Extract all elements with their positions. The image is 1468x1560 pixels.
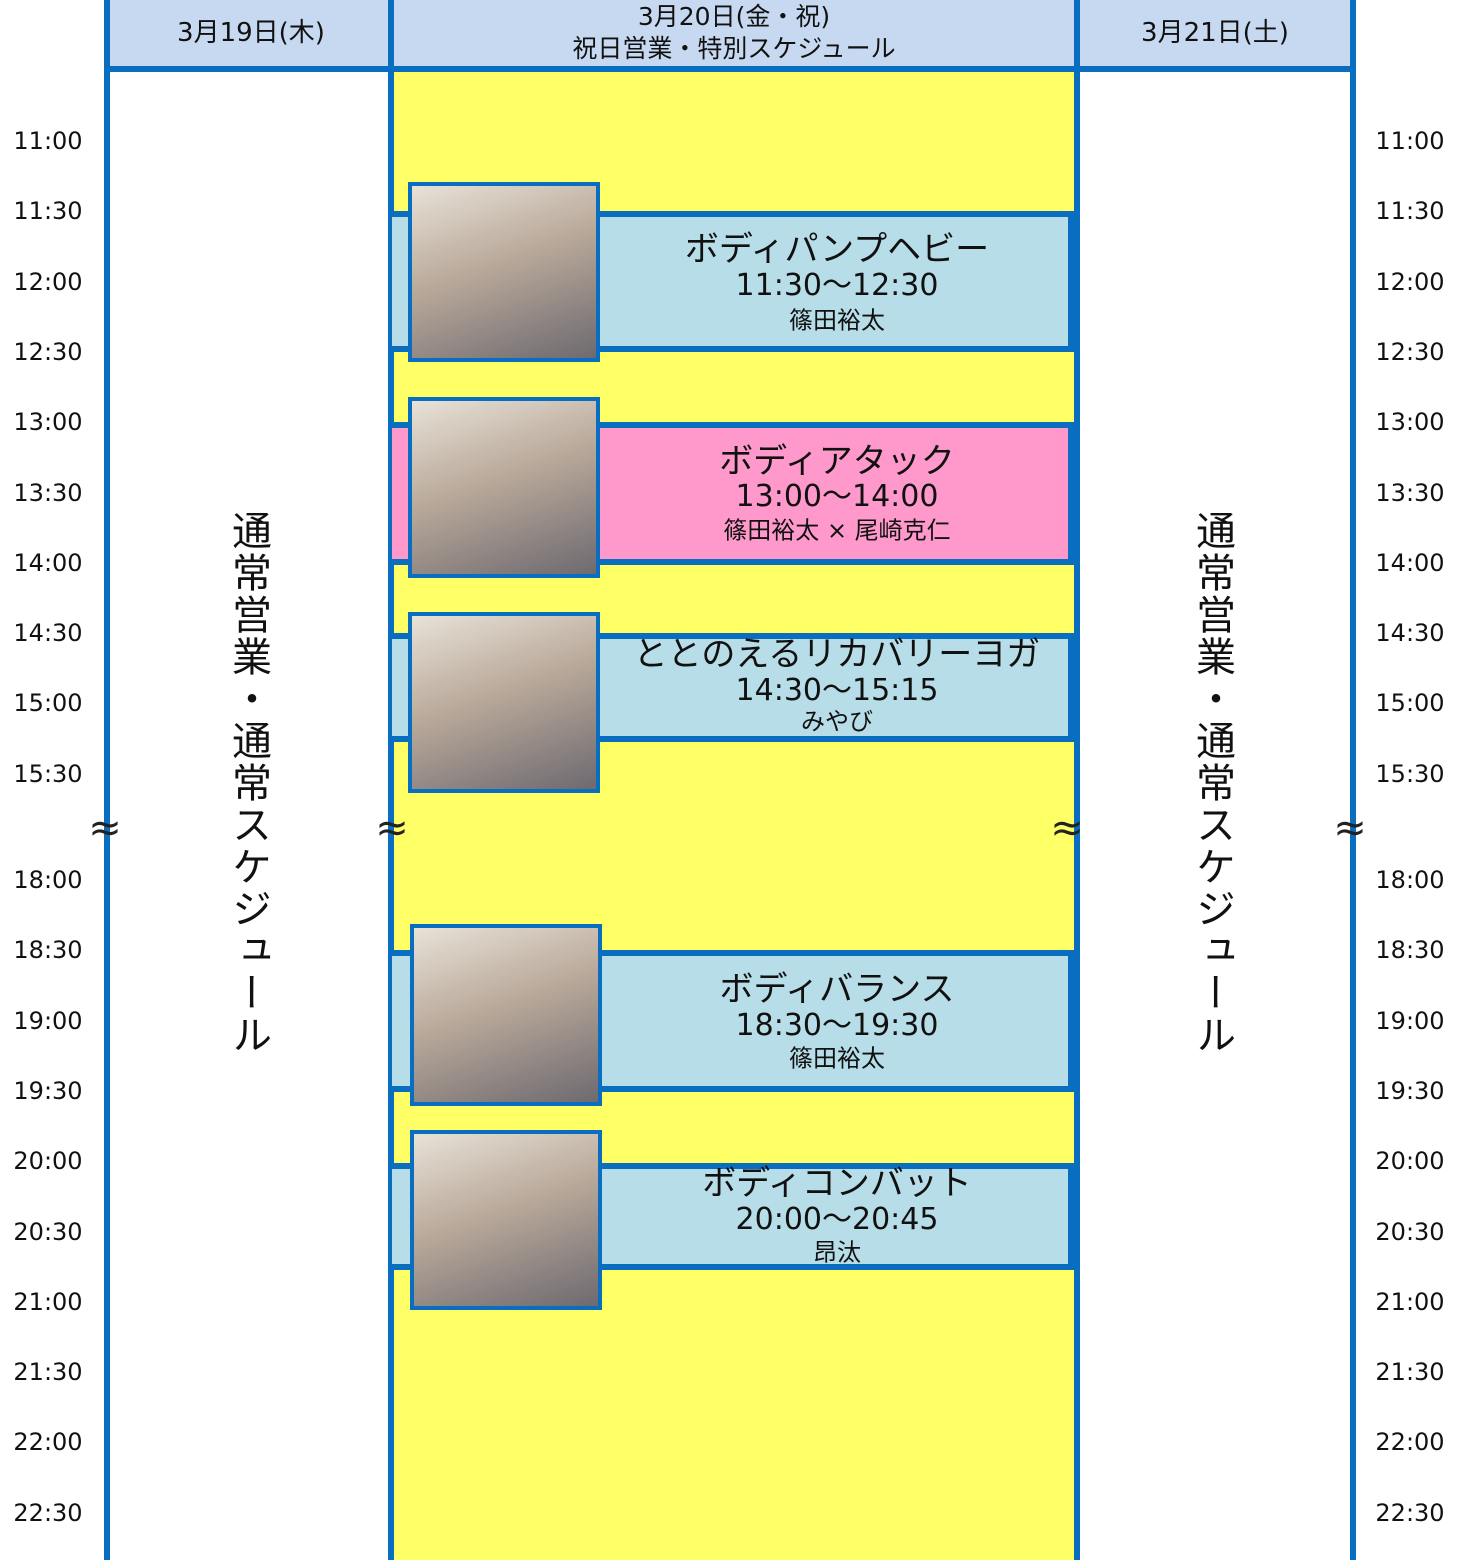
day-date: 3月20日(金・祝) [637,2,831,31]
time-label: 15:30 [1375,759,1445,788]
day-header: 3月20日(金・祝) 祝日営業・特別スケジュール [388,0,1080,72]
class-name: ボディパンプヘビー [684,229,990,270]
time-label: 19:30 [1375,1076,1445,1105]
class-photo [410,924,602,1106]
class-photo [408,397,600,578]
class-name: ボディバランス [719,969,955,1010]
time-label: 20:00 [1375,1147,1445,1176]
time-label: 21:00 [1375,1287,1445,1316]
day-date: 3月19日(木) [177,18,325,48]
time-label: 22:00 [1375,1428,1445,1457]
time-label: 21:00 [13,1287,83,1316]
class-instructor: 篠田裕太 × 尾崎克仁 [723,516,951,545]
time-label: 13:30 [13,478,83,507]
time-label: 15:00 [13,689,83,718]
day-header: 3月19日(木) [104,0,398,72]
time-label: 20:00 [13,1147,83,1176]
class-photo [408,182,600,362]
break-mark: ≈ [1050,805,1084,851]
time-label: 22:30 [1375,1498,1445,1527]
class-instructor: 篠田裕太 [789,306,885,335]
class-instructor: 篠田裕太 [789,1044,885,1073]
time-label: 11:00 [13,127,83,155]
time-label: 12:30 [13,337,83,366]
time-label: 15:00 [1375,689,1445,718]
time-label: 11:30 [1375,197,1445,226]
time-label: 19:00 [1375,1006,1445,1035]
class-time: 13:00〜14:00 [735,479,939,514]
class-name: ととのえるリカバリーヨガ [633,634,1041,675]
time-label: 12:00 [13,267,83,296]
class-instructor: 昂汰 [813,1238,861,1267]
time-label: 14:00 [13,548,83,577]
time-label: 19:30 [13,1076,83,1105]
time-label: 21:30 [1375,1358,1445,1387]
break-mark: ≈ [88,805,122,851]
class-time: 18:30〜19:30 [735,1008,939,1043]
day-note: 通常営業・通常スケジュール [225,510,271,1056]
time-label: 22:30 [13,1498,83,1527]
time-label: 18:30 [13,936,83,965]
time-label: 12:30 [1375,337,1445,366]
time-label: 20:30 [1375,1217,1445,1246]
time-label: 11:00 [1375,127,1445,155]
time-label: 21:30 [13,1358,83,1387]
class-photo [408,612,600,793]
class-time: 11:30〜12:30 [735,268,939,303]
class-photo [410,1130,602,1310]
class-name: ボディアタック [719,441,955,482]
time-label: 12:00 [1375,267,1445,296]
time-label: 22:00 [13,1428,83,1457]
class-instructor: みやび [801,707,873,736]
day-date: 3月21日(土) [1141,18,1289,48]
time-label: 14:30 [1375,619,1445,648]
day-subtitle: 祝日営業・特別スケジュール [572,34,896,63]
time-label: 15:30 [13,759,83,788]
time-label: 13:00 [1375,408,1445,437]
class-name: ボディコンバット [702,1163,972,1204]
time-label: 18:00 [1375,866,1445,894]
class-time: 20:00〜20:45 [735,1202,939,1237]
time-label: 18:30 [1375,936,1445,965]
break-mark: ≈ [375,805,409,851]
time-label: 20:30 [13,1217,83,1246]
time-label: 13:00 [13,408,83,437]
day-header: 3月21日(土) [1074,0,1356,72]
time-label: 14:30 [13,619,83,648]
time-label: 11:30 [13,197,83,226]
time-label: 13:30 [1375,478,1445,507]
time-label: 14:00 [1375,548,1445,577]
time-label: 19:00 [13,1006,83,1035]
day-note: 通常営業・通常スケジュール [1189,510,1235,1056]
day-column [1074,0,1356,1560]
time-label: 18:00 [13,866,83,894]
break-mark: ≈ [1333,805,1367,851]
class-time: 14:30〜15:15 [735,673,939,708]
